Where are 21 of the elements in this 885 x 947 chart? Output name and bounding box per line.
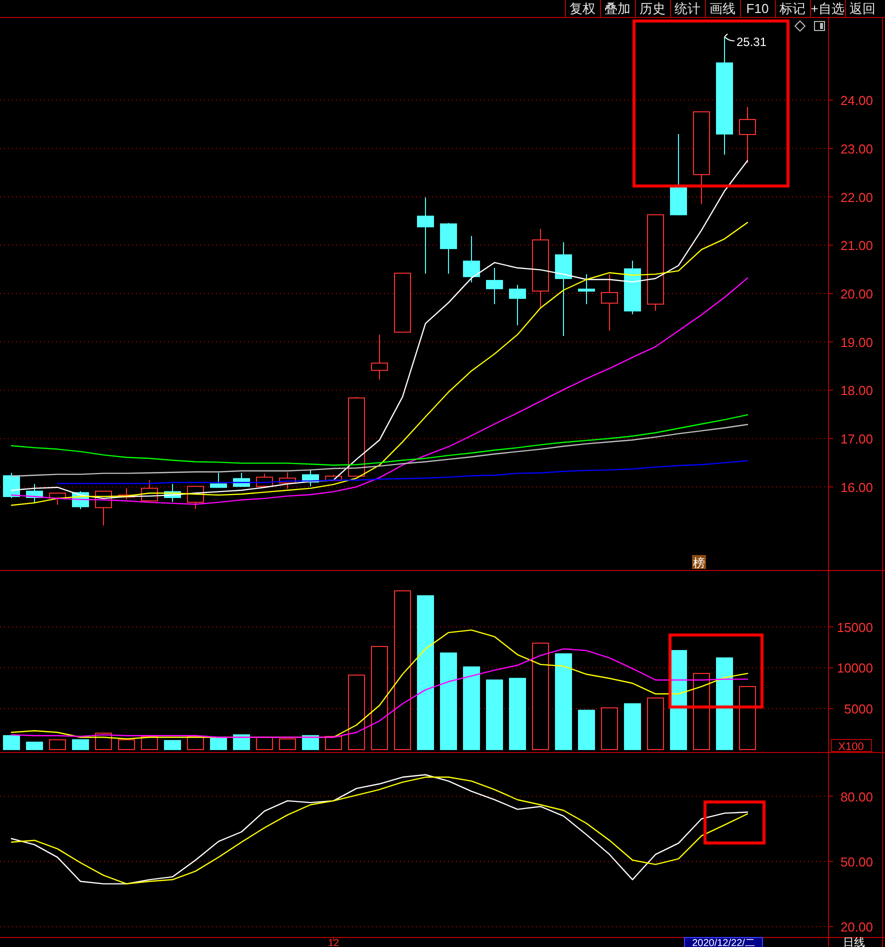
y-tick-label: 21.00 — [840, 238, 873, 254]
y-tick-label: 19.00 — [840, 334, 873, 350]
y-tick-label: 20.00 — [840, 920, 873, 935]
x-tick-label: 12 — [328, 938, 340, 947]
text: X100 — [838, 741, 864, 753]
y-tick-label: 23.00 — [840, 142, 873, 157]
toolbar: 复权 叠加 历史 统计 画线 F10 标记 +自选 返回 — [565, 0, 876, 18]
y-tick-label: 18.00 — [840, 383, 873, 398]
y-tick-label: 20.00 — [840, 286, 873, 302]
y-tick-label: 22.00 — [840, 190, 873, 205]
y-tick-label: 15000 — [836, 620, 873, 635]
y-tick-label: 17.00 — [840, 432, 873, 447]
y-tick-label: 5000 — [844, 702, 873, 717]
y-tick-label: 24.00 — [840, 93, 873, 108]
badge: 榜 — [692, 555, 706, 570]
y-tick-label: 16.00 — [840, 480, 873, 495]
y-tick-label: 80.00 — [840, 789, 873, 804]
text: 2020/12/22/二 — [692, 938, 755, 947]
y-tick-label: 50.00 — [840, 854, 873, 870]
annotation: 25.31 — [736, 34, 767, 49]
y-tick-label: 10000 — [836, 660, 873, 676]
